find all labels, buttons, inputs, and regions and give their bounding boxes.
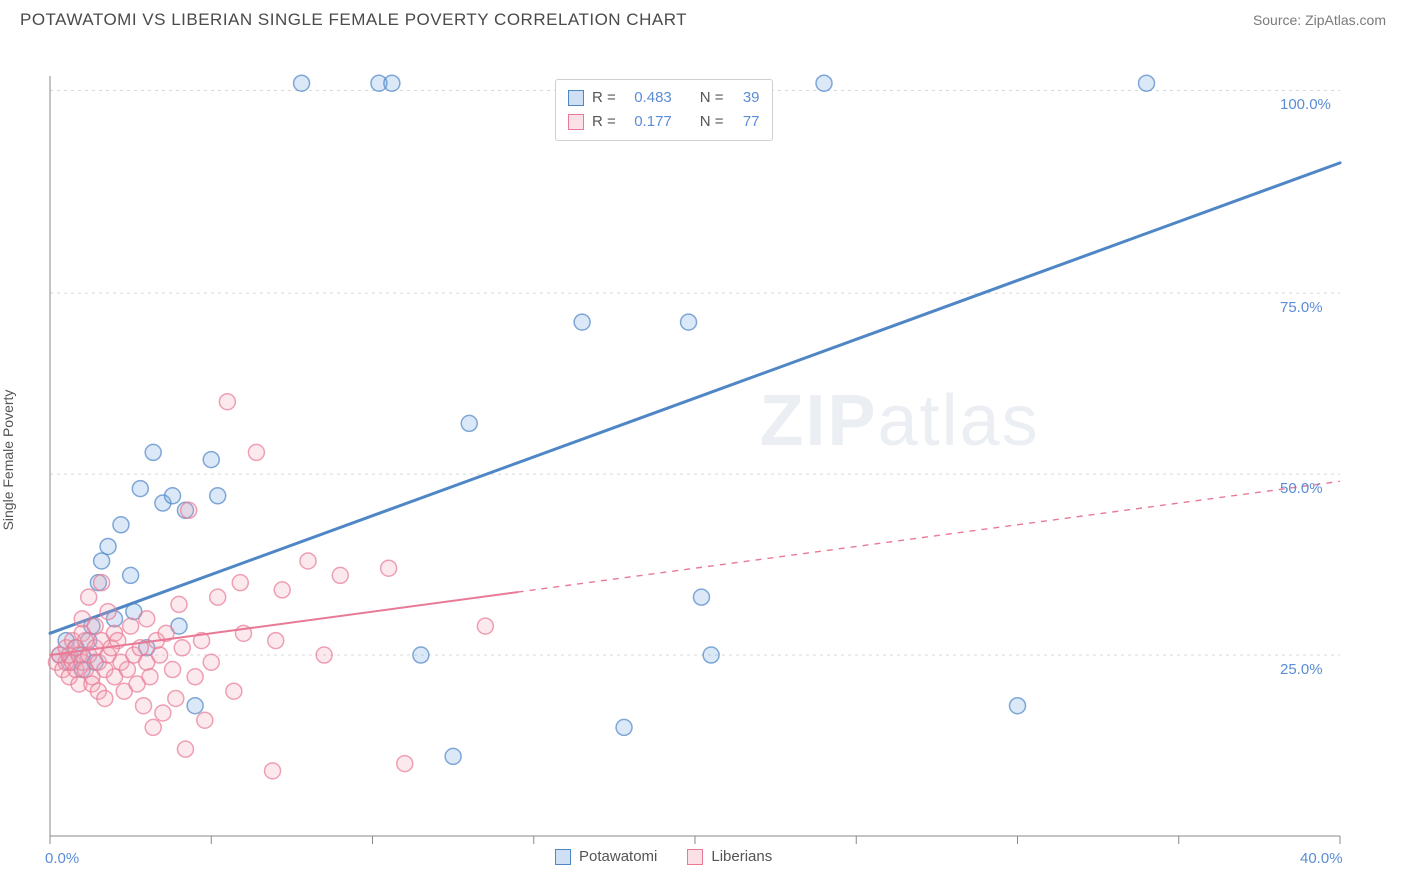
r-value: 0.483	[624, 86, 672, 110]
series-legend: Potawatomi Liberians	[555, 848, 772, 865]
y-axis-label: Single Female Poverty	[0, 390, 16, 531]
stat-row: R = 0.177 N = 77	[568, 110, 760, 134]
series-swatch	[568, 90, 584, 106]
scatter-plot	[0, 36, 1406, 884]
source-attribution: Source: ZipAtlas.com	[1253, 12, 1386, 28]
r-label: R =	[592, 86, 616, 110]
stat-row: R = 0.483 N = 39	[568, 86, 760, 110]
chart-title: POTAWATOMI VS LIBERIAN SINGLE FEMALE POV…	[20, 10, 687, 30]
n-value: 39	[732, 86, 760, 110]
y-tick-label: 75.0%	[1280, 299, 1323, 316]
r-label: R =	[592, 110, 616, 134]
chart-area: Single Female Poverty ZIPatlas R =0.483N…	[0, 36, 1406, 884]
legend-item: Potawatomi	[555, 848, 657, 865]
chart-header: POTAWATOMI VS LIBERIAN SINGLE FEMALE POV…	[0, 0, 1406, 36]
y-tick-label: 100.0%	[1280, 96, 1331, 113]
series-swatch	[568, 114, 584, 130]
legend-swatch	[555, 849, 571, 865]
correlation-stats-box: R = 0.483 N = 39 R = 0.177 N = 77	[555, 79, 773, 141]
y-tick-label: 25.0%	[1280, 661, 1323, 678]
n-label: N =	[700, 110, 724, 134]
source-label: Source:	[1253, 12, 1305, 28]
legend-swatch	[687, 849, 703, 865]
x-tick-label: 0.0%	[45, 850, 79, 867]
n-value: 77	[732, 110, 760, 134]
legend-label: Liberians	[711, 848, 772, 865]
legend-label: Potawatomi	[579, 848, 657, 865]
r-value: 0.177	[624, 110, 672, 134]
n-label: N =	[700, 86, 724, 110]
legend-item: Liberians	[687, 848, 772, 865]
source-value: ZipAtlas.com	[1305, 12, 1386, 28]
x-tick-label: 40.0%	[1300, 850, 1343, 867]
y-tick-label: 50.0%	[1280, 480, 1323, 497]
